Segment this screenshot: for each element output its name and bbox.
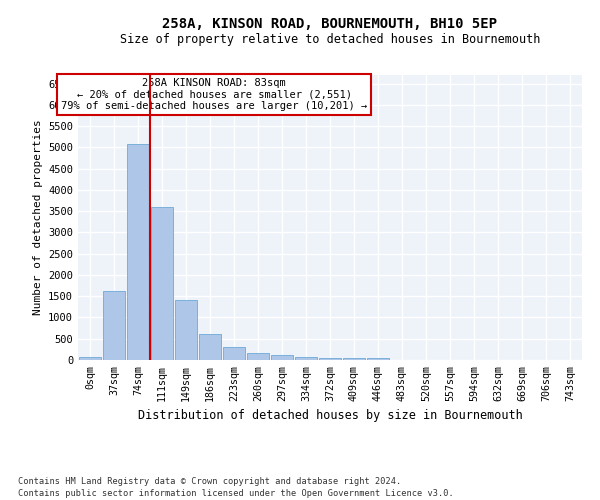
Bar — [367, 358, 389, 360]
Bar — [223, 347, 245, 360]
Bar — [151, 208, 173, 360]
Bar — [127, 144, 149, 360]
Text: 258A KINSON ROAD: 83sqm
← 20% of detached houses are smaller (2,551)
79% of semi: 258A KINSON ROAD: 83sqm ← 20% of detache… — [61, 78, 367, 111]
Bar — [319, 358, 341, 360]
Text: Contains HM Land Registry data © Crown copyright and database right 2024.: Contains HM Land Registry data © Crown c… — [18, 478, 401, 486]
Y-axis label: Number of detached properties: Number of detached properties — [32, 120, 43, 316]
X-axis label: Distribution of detached houses by size in Bournemouth: Distribution of detached houses by size … — [137, 409, 523, 422]
Text: 258A, KINSON ROAD, BOURNEMOUTH, BH10 5EP: 258A, KINSON ROAD, BOURNEMOUTH, BH10 5EP — [163, 18, 497, 32]
Text: Contains public sector information licensed under the Open Government Licence v3: Contains public sector information licen… — [18, 489, 454, 498]
Bar — [247, 353, 269, 360]
Text: Size of property relative to detached houses in Bournemouth: Size of property relative to detached ho… — [120, 32, 540, 46]
Bar — [343, 358, 365, 360]
Bar — [175, 300, 197, 360]
Bar — [271, 355, 293, 360]
Bar — [199, 334, 221, 360]
Bar — [79, 357, 101, 360]
Bar — [103, 291, 125, 360]
Bar — [295, 356, 317, 360]
